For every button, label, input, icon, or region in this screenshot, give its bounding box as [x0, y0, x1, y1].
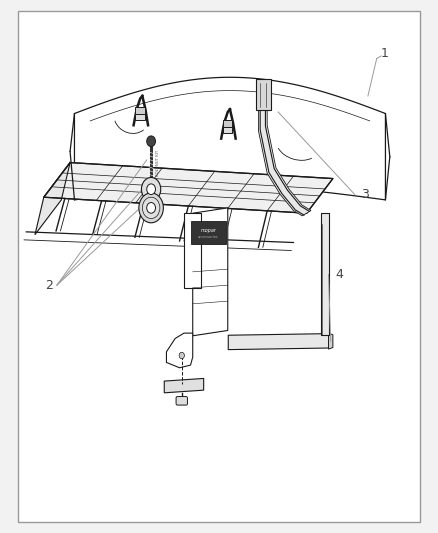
Polygon shape: [74, 77, 385, 200]
Circle shape: [142, 197, 160, 219]
Polygon shape: [166, 333, 193, 368]
Circle shape: [147, 136, 155, 147]
Circle shape: [179, 352, 184, 359]
Bar: [135, 114, 145, 120]
Text: BOLT/NUT KIT: BOLT/NUT KIT: [156, 149, 160, 176]
Text: 4: 4: [335, 268, 343, 281]
Circle shape: [147, 184, 155, 195]
FancyBboxPatch shape: [176, 397, 187, 405]
Bar: [223, 127, 232, 133]
Polygon shape: [35, 163, 70, 235]
FancyBboxPatch shape: [191, 221, 226, 244]
Text: accessories: accessories: [198, 235, 219, 239]
FancyBboxPatch shape: [256, 79, 271, 110]
Bar: [135, 107, 145, 114]
Polygon shape: [184, 213, 201, 288]
Polygon shape: [44, 163, 333, 213]
Text: 3: 3: [361, 188, 369, 201]
Text: 1: 1: [381, 47, 389, 60]
Circle shape: [147, 203, 155, 213]
Polygon shape: [193, 208, 228, 336]
Circle shape: [139, 193, 163, 223]
Circle shape: [141, 177, 161, 201]
Polygon shape: [164, 378, 204, 393]
Text: 2: 2: [45, 279, 53, 292]
Polygon shape: [258, 104, 311, 216]
Polygon shape: [328, 333, 333, 349]
Bar: [223, 120, 232, 127]
Text: mopar: mopar: [201, 228, 216, 233]
